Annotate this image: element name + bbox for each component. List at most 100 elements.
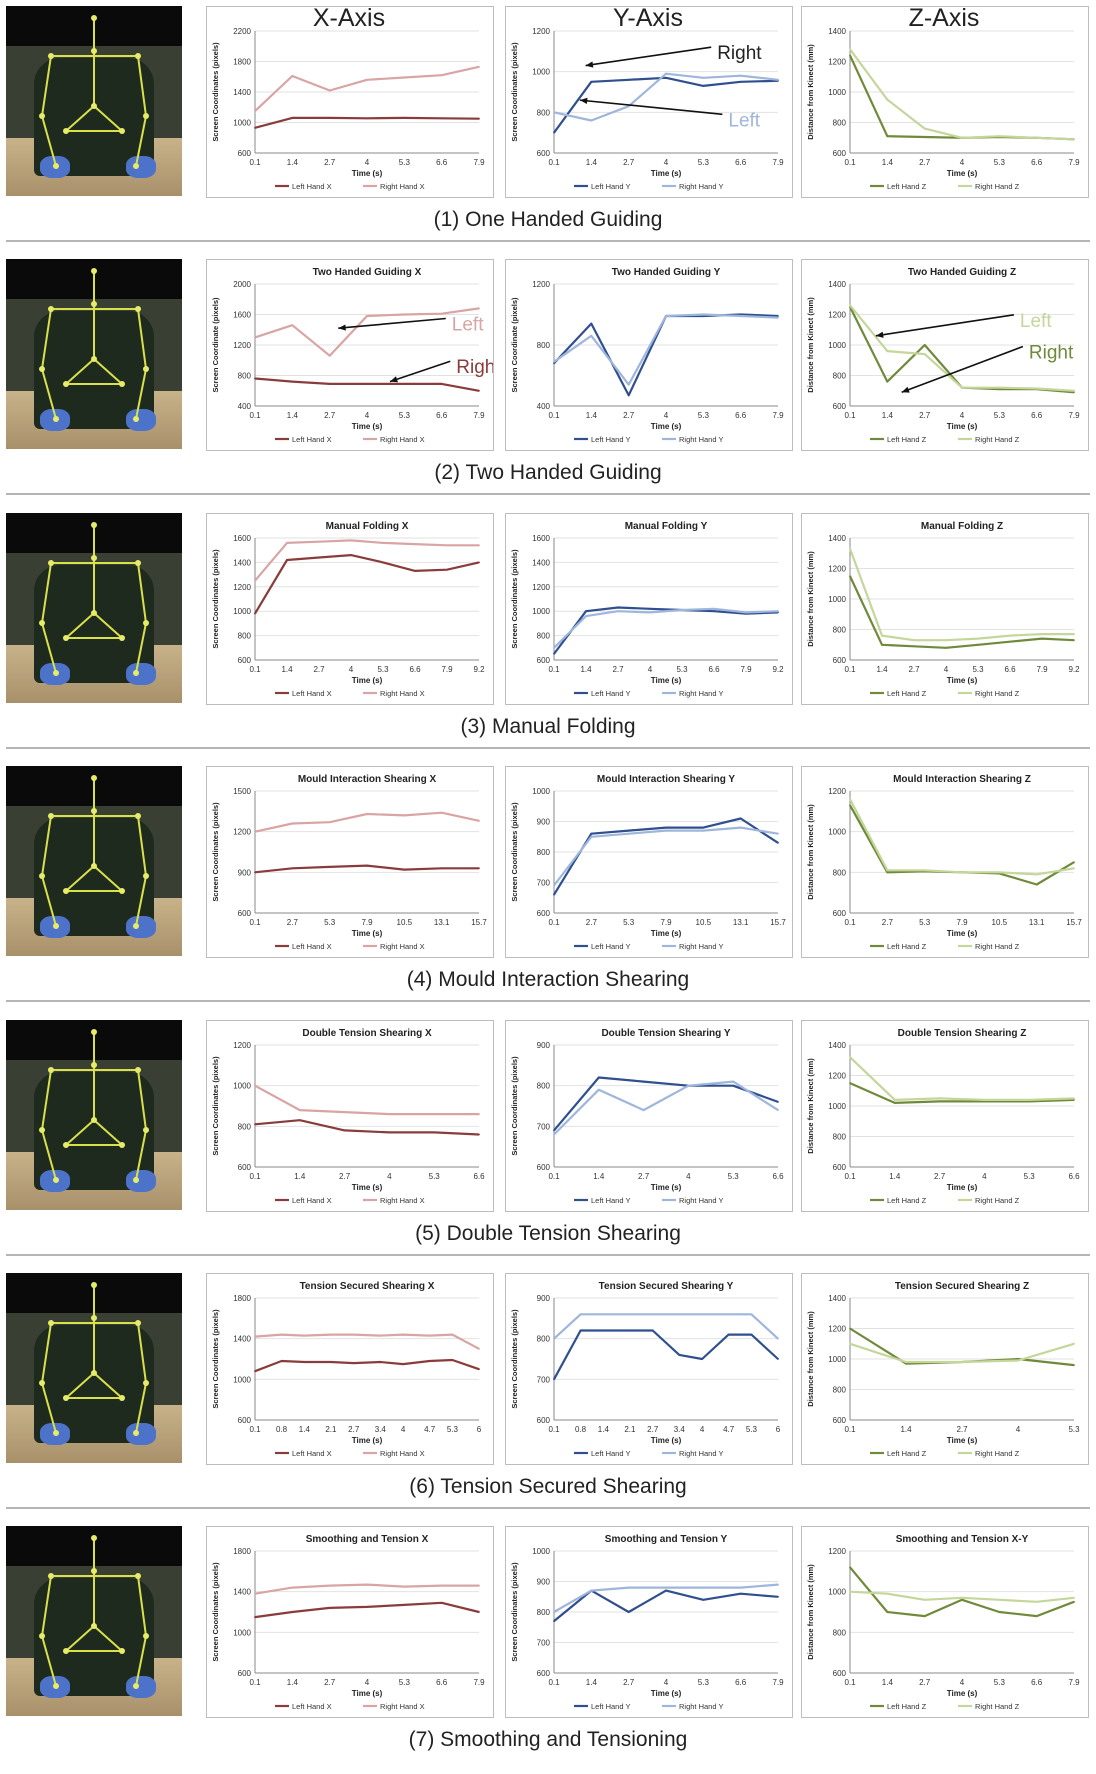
x-axis-label: Time (s) [947, 169, 978, 178]
data-point [1073, 632, 1075, 635]
data-point [478, 1133, 480, 1135]
skeleton-joint [91, 1568, 97, 1575]
data-point [886, 871, 889, 874]
chart-title: Tension Secured Shearing X [300, 1281, 435, 1292]
x-tick-label: 1.4 [586, 158, 598, 167]
series-line-right [553, 313, 779, 387]
y-tick-label: 900 [537, 1041, 551, 1050]
row-separator [6, 493, 1090, 496]
data-point [627, 394, 630, 397]
series-line-right [849, 798, 1075, 876]
data-point [478, 117, 480, 120]
skeleton-joint [91, 301, 97, 308]
data-point [366, 315, 368, 318]
skeleton-joint [133, 1176, 139, 1183]
data-point [701, 1358, 703, 1360]
legend-label: Right Hand X [380, 182, 425, 191]
data-point [1035, 1615, 1038, 1618]
figure-row: X-Axis Y-Axis Z-Axis 600 1000 1400 1800 2200 0.1… [0, 0, 1096, 253]
x-tick-label: 2.7 [324, 158, 336, 167]
data-point [961, 871, 963, 874]
y-tick-label: 1200 [532, 583, 550, 592]
x-tick-label: 0.1 [548, 158, 560, 167]
y-axis-label: Distance from Kinect (mm) [806, 1057, 815, 1153]
data-point [303, 1334, 306, 1337]
x-tick-label: 3.4 [674, 1425, 686, 1434]
chart-panel-z: Mould Interaction Shearing Z 600 800 1000 12… [801, 766, 1089, 959]
x-tick-label: 7.9 [660, 918, 672, 927]
x-tick-label: 5.3 [698, 1678, 710, 1687]
x-tick-label: 5.3 [399, 1678, 411, 1687]
data-point [291, 324, 294, 327]
legend-label: Right Hand Y [679, 942, 723, 951]
y-axis-label: Screen Coordinates (pixels) [510, 1562, 519, 1662]
x-tick-label: 4 [365, 411, 370, 420]
x-tick-label: 9.2 [1068, 665, 1080, 674]
skeleton-joint [53, 1683, 59, 1690]
y-tick-label: 800 [238, 1122, 252, 1131]
data-point [343, 1110, 346, 1113]
x-axis-label: Time (s) [651, 676, 682, 685]
series-line-left [553, 1329, 779, 1380]
data-point [1017, 1359, 1019, 1362]
legend-label: Left Hand X [292, 689, 332, 698]
y-tick-label: 1000 [532, 68, 550, 77]
skeleton-bone [137, 816, 147, 877]
y-tick-label: 1000 [233, 607, 251, 616]
y-tick-label: 800 [238, 372, 252, 381]
data-point [451, 1359, 454, 1361]
y-tick-label: 1000 [233, 1629, 251, 1638]
data-point [585, 610, 587, 612]
chart-panel-y: Double Tension Shearing Y 600 700 800 900 0.1… [505, 1019, 793, 1212]
data-point [649, 607, 651, 610]
data-point [777, 1596, 779, 1599]
y-axis-label: Distance from Kinect (mm) [806, 44, 815, 140]
x-tick-label: 0.1 [249, 158, 261, 167]
data-point [478, 1585, 480, 1587]
annotation-arrow [875, 314, 1015, 338]
data-point [553, 1611, 555, 1614]
chart-panel-x: Double Tension Shearing X 600 800 1000 1200 0… [206, 1019, 494, 1212]
x-tick-label: 6.6 [708, 665, 720, 674]
data-point [402, 1363, 404, 1365]
x-tick-label: 6 [776, 1425, 781, 1434]
y-tick-label: 800 [833, 625, 847, 634]
chart-title: Two Handed Guiding Z [908, 267, 1016, 278]
x-axis-label: Time (s) [947, 1436, 978, 1445]
legend-label: Left Hand Y [591, 435, 630, 444]
x-tick-label: 7.9 [772, 411, 784, 420]
data-point [961, 136, 963, 139]
data-point [849, 48, 851, 51]
skeleton-joint [39, 619, 45, 626]
data-point [998, 1611, 1001, 1614]
skeleton-joint [119, 128, 125, 134]
skeleton-joint [133, 163, 139, 169]
series-line-right [254, 1583, 479, 1596]
skeleton-joint [48, 306, 54, 313]
legend-label: Right Hand Z [975, 942, 1020, 951]
data-point [998, 135, 1001, 138]
data-point [478, 544, 480, 547]
skeleton-bone [135, 1129, 147, 1180]
data-point [1073, 1601, 1075, 1604]
y-tick-label: 600 [833, 1416, 847, 1425]
series-line-right [553, 1583, 779, 1614]
data-point [745, 611, 747, 614]
legend-label: Right Hand Z [975, 435, 1020, 444]
data-point [366, 864, 368, 867]
chart-svg: Tension Secured Shearing Z 600 800 1000 1200… [806, 1281, 1080, 1458]
data-point [627, 1587, 630, 1589]
data-point [1041, 637, 1043, 640]
x-tick-label: 13.1 [434, 918, 450, 927]
x-tick-label: 0.1 [548, 665, 560, 674]
series-line-left [254, 1358, 480, 1373]
data-point [579, 1329, 582, 1332]
chart-title: Mould Interaction Shearing Z [893, 774, 1031, 785]
x-axis-label: Time (s) [651, 422, 682, 431]
y-tick-label: 800 [833, 1132, 847, 1141]
x-tick-label: 5.3 [728, 1172, 740, 1181]
y-tick-label: 600 [833, 1163, 847, 1172]
y-tick-label: 800 [537, 108, 551, 117]
y-axis-label: Screen Coordinates (pixels) [211, 1055, 220, 1155]
skeleton-bone [41, 875, 57, 927]
